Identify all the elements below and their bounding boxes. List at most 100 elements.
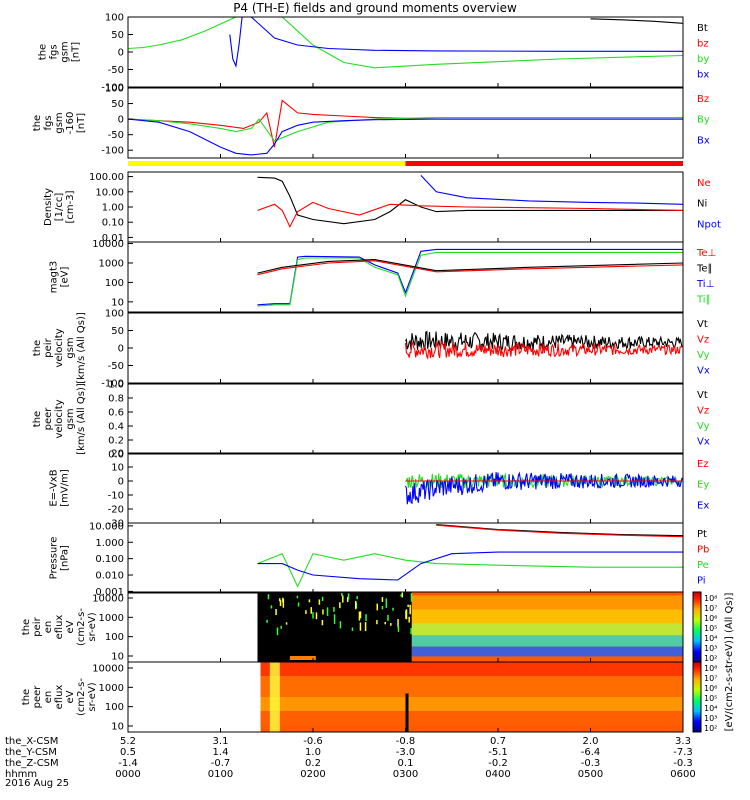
y-axis-label: gsm	[65, 408, 76, 429]
y-tick-label: 0.010	[95, 571, 124, 582]
y-axis-label: eV	[65, 690, 76, 703]
colorbar-rect	[692, 591, 702, 663]
legend-entry: Vt	[697, 390, 708, 401]
footer-value: 0000	[115, 769, 140, 780]
panel-4: 10000 1000 100 10 magt3 [eV] Te⊥ Te∥ Ti⊥ Ti∥	[49, 239, 716, 313]
series-line-ex	[404, 471, 683, 505]
chart-title: P4 (TH-E) fields and ground moments over…	[233, 1, 517, 15]
y-axis-label: the	[32, 340, 43, 356]
spectrogram-speckle	[397, 619, 399, 628]
footer-row-label: hhmm	[5, 769, 37, 780]
legend-entry: bz	[697, 39, 709, 50]
y-tick-label: 1000	[99, 683, 124, 694]
y-axis-label: eflux	[54, 615, 65, 640]
spectrogram-speckle	[282, 598, 285, 608]
y-tick-label: -20	[108, 505, 124, 516]
colorbar-tick: 10²	[704, 654, 717, 663]
spectrogram-speckle	[401, 592, 404, 598]
spectrogram-speckle	[384, 621, 386, 625]
series-line-vz	[404, 340, 683, 360]
y-axis-label: peir	[43, 337, 54, 357]
series-line-ne	[257, 201, 683, 229]
y-axis-label: en	[43, 691, 54, 704]
footer-value: -1.4	[118, 758, 138, 769]
spectrogram-speckle	[376, 620, 378, 625]
colorbar-tick: 10⁸	[704, 664, 717, 673]
spectrogram-speckle	[266, 619, 268, 623]
legend-entry: Vz	[697, 335, 709, 346]
spectrogram-speckle	[285, 622, 288, 625]
footer-value: 0.2	[305, 758, 321, 769]
y-axis-label: gsm	[65, 337, 76, 358]
panel-9: 10000 1000 100 10 the peir en eflux eV (cm2-s-sr-…	[21, 591, 684, 663]
y-tick-label: -50	[108, 130, 124, 141]
spectrogram-speckle	[409, 604, 411, 615]
footer-value: 1.0	[305, 747, 321, 758]
y-tick-label: -100	[101, 146, 124, 157]
spectrogram-speckle	[347, 593, 350, 600]
y-tick-label: 0.6	[108, 408, 124, 419]
y-tick-label: 10000	[92, 594, 124, 605]
y-tick-label: 20	[111, 449, 124, 460]
y-tick-label: 0	[118, 344, 124, 355]
y-axis-label: velocity	[54, 328, 65, 367]
legend-entry: by	[697, 54, 709, 65]
series-group	[128, 17, 683, 69]
footer-value: -6.4	[581, 747, 601, 758]
footer-row-label: the_Y-CSM	[5, 747, 57, 758]
y-axis-label: the	[38, 44, 49, 60]
legend-entry: Vy	[697, 350, 710, 361]
y-axis-label: peer	[32, 685, 43, 709]
legend-entry: Pt	[697, 529, 707, 540]
series-line-bz	[128, 99, 683, 148]
spectrogram-speckle	[318, 599, 321, 605]
legend-entry: Vx	[697, 366, 710, 377]
colorbar-label: [eV/(cm2-s-str-eV)] (All Qs)]	[724, 593, 735, 732]
spectrogram-band	[411, 635, 683, 647]
y-tick-label: -10	[108, 491, 124, 502]
spectrogram-speckle	[322, 609, 324, 615]
y-tick-label: 0.2	[108, 436, 124, 447]
spectrogram-speckle	[339, 621, 342, 629]
y-tick-label: 0.0	[108, 450, 124, 461]
spectrogram-speckle	[326, 607, 329, 616]
y-tick-label: 100	[105, 84, 124, 95]
y-tick-label: 0.8	[108, 394, 124, 405]
y-tick-label: 1000	[99, 613, 124, 624]
series-line-pi	[257, 551, 683, 581]
y-tick-label: -30	[108, 519, 124, 530]
spectrogram-speckle	[365, 614, 367, 621]
y-tick-label: 100	[105, 632, 124, 643]
spectrogram-speckle	[387, 614, 389, 621]
footer-value: 3.1	[213, 736, 229, 747]
series-group	[257, 175, 683, 229]
legend-entry: Vt	[697, 319, 708, 330]
spectrogram-speckle	[408, 616, 410, 623]
spectrogram-band	[411, 595, 683, 610]
y-axis-label: eV	[65, 620, 76, 633]
spectrogram-speckle	[354, 600, 357, 610]
y-axis-label: Pressure	[49, 537, 60, 580]
spectrogram-speckle	[400, 594, 402, 597]
footer-row-label: the_X-CSM	[5, 736, 58, 747]
legend-entry: Bz	[697, 94, 709, 105]
y-axis-label: (cm2-s-	[76, 678, 87, 716]
y-axis-label: Density	[43, 188, 54, 226]
spectrogram-speckle	[276, 627, 279, 636]
spectrogram-speckle	[275, 608, 277, 616]
y-axis-label: E=-VxB	[49, 469, 60, 506]
y-tick-label: 100.00	[89, 172, 124, 183]
spectrogram-speckle	[405, 610, 407, 619]
y-tick-label: 1000	[99, 258, 124, 269]
spectrogram-speckle	[280, 625, 282, 629]
spectrogram-speckle	[407, 604, 409, 608]
footer-value: 2.0	[583, 736, 599, 747]
series-line-ni	[257, 176, 683, 225]
spectrogram-band	[260, 697, 683, 711]
panel-1: 100 50 0 -50 -100 the fgs gsm [nT] Bt bz by bx	[38, 13, 710, 94]
y-axis-label: [nT]	[76, 113, 87, 133]
y-tick-label: 0.10	[102, 218, 124, 229]
panel-frame	[127, 383, 684, 455]
y-axis-label: [nT]	[71, 42, 82, 62]
